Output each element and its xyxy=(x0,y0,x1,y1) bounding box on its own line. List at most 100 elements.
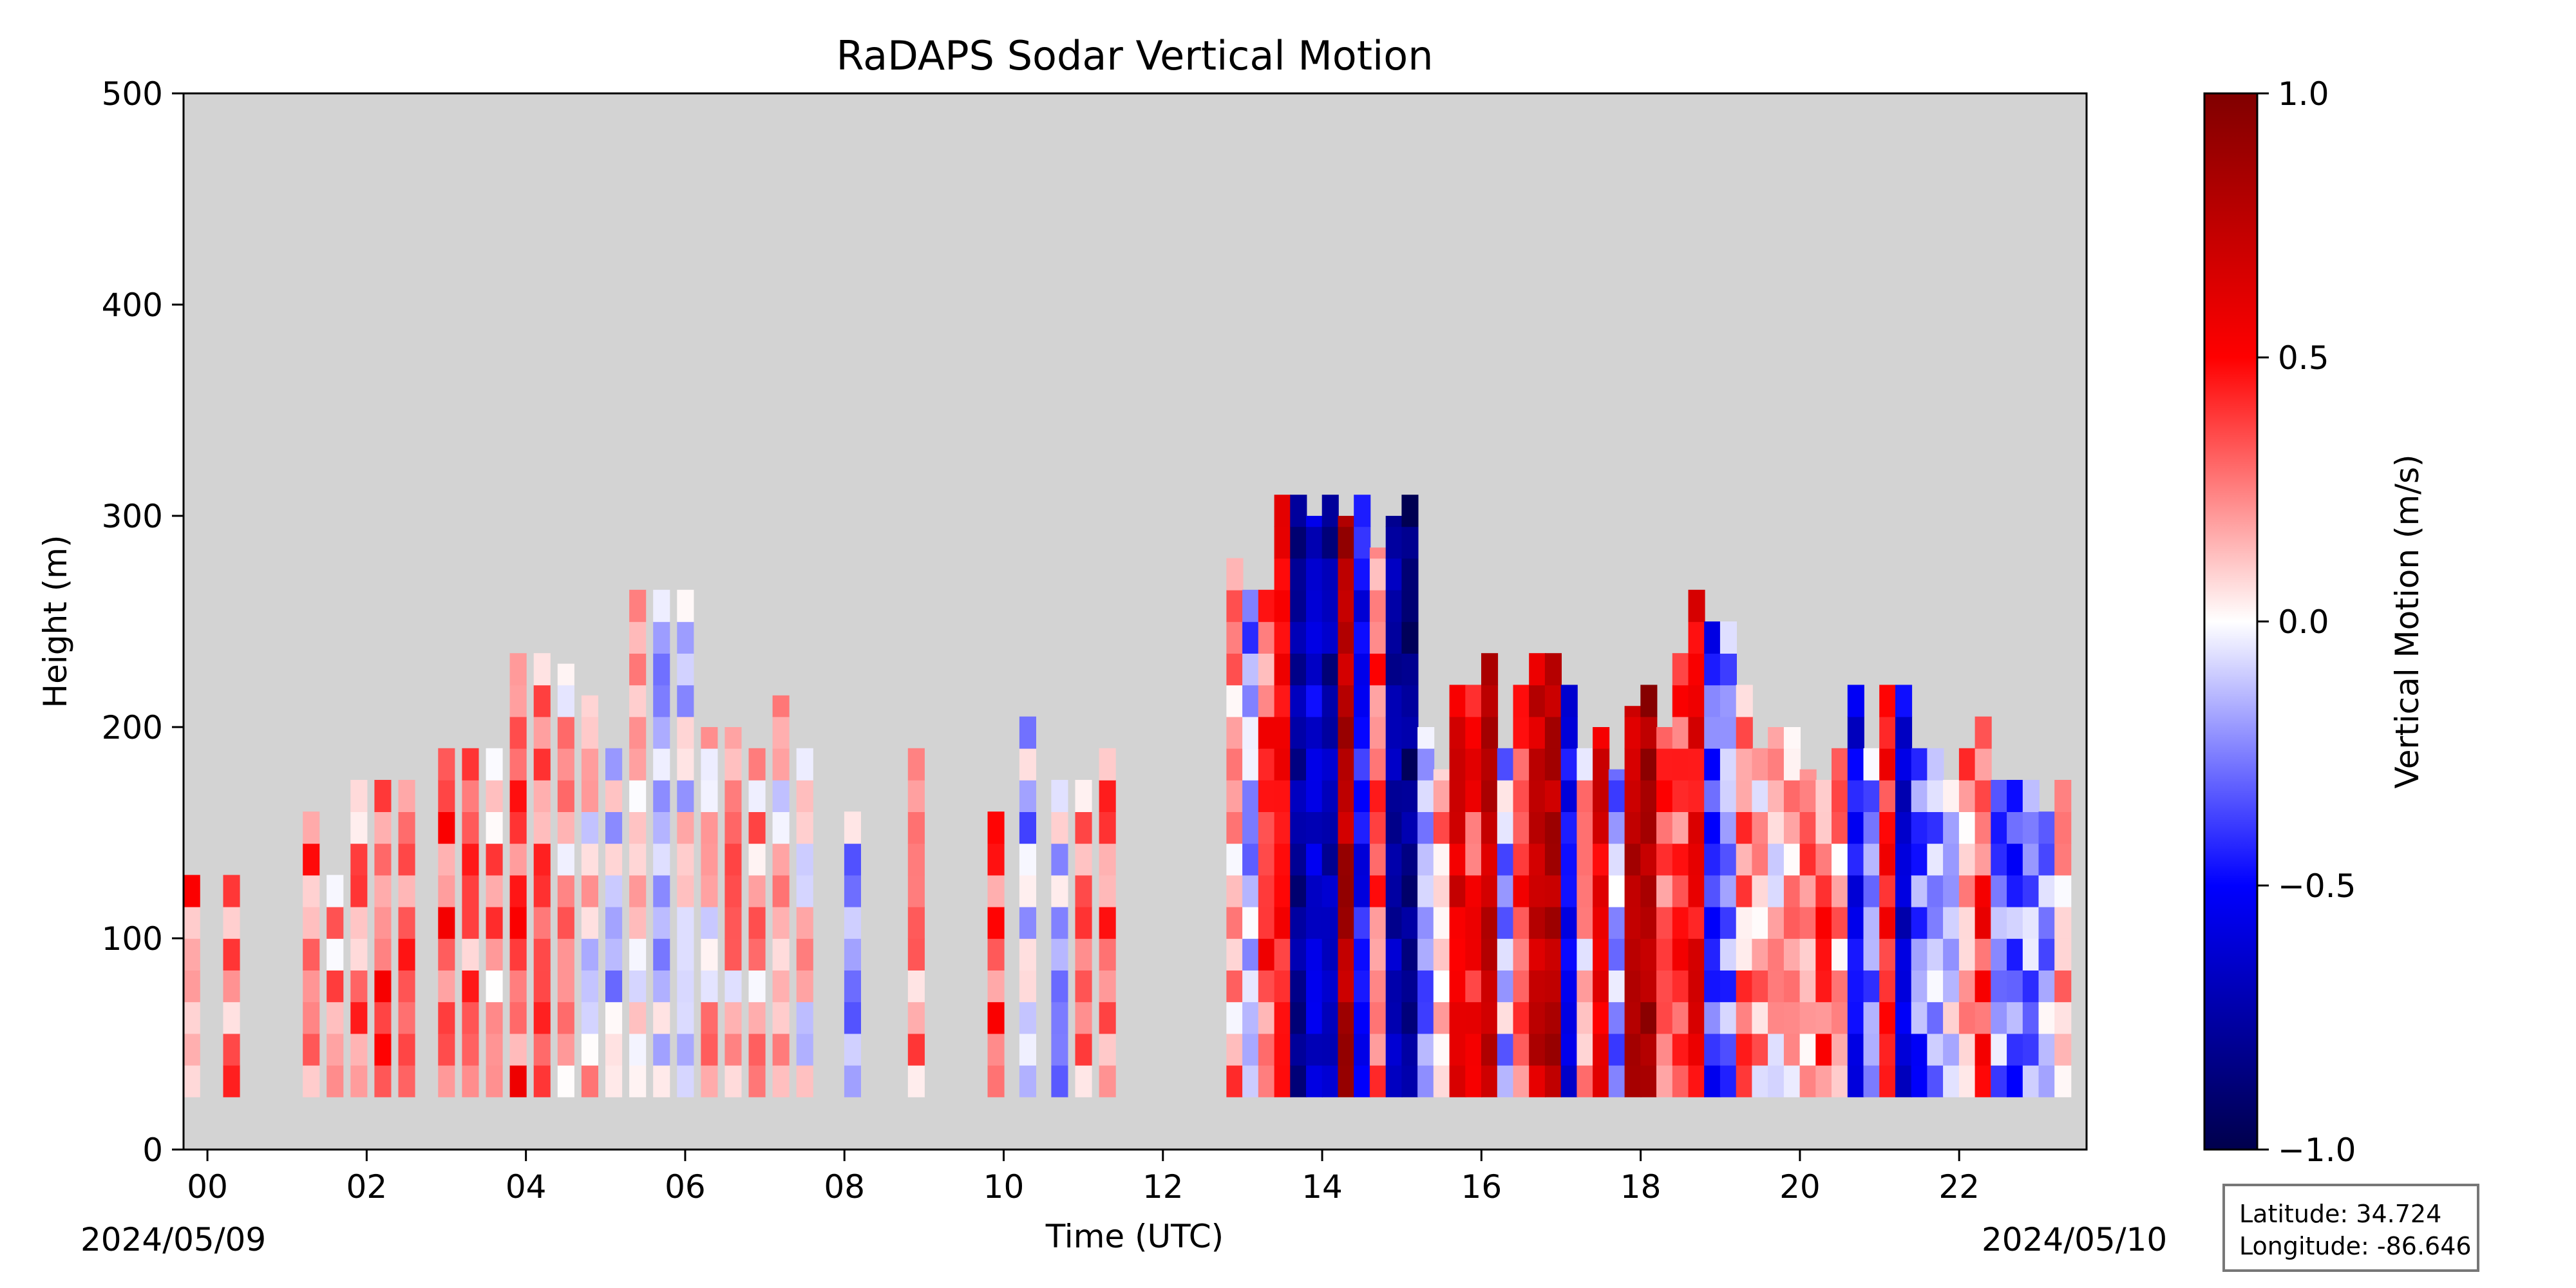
motion-cell xyxy=(1258,685,1275,717)
motion-cell xyxy=(1321,811,1339,844)
motion-cell xyxy=(1640,811,1658,844)
motion-cell xyxy=(1943,1065,1960,1097)
motion-cell xyxy=(1529,653,1546,686)
motion-cell xyxy=(1306,1033,1323,1066)
motion-cell xyxy=(1752,970,1769,1003)
motion-cell xyxy=(653,843,670,876)
motion-cell xyxy=(1481,1065,1499,1097)
motion-cell xyxy=(1417,875,1435,907)
motion-cell xyxy=(1593,1001,1610,1034)
motion-cell xyxy=(1481,875,1499,907)
motion-cell xyxy=(1736,811,1753,844)
motion-cell xyxy=(1099,811,1116,844)
y-axis: 0 100 200 300 400 500 xyxy=(102,75,184,1169)
motion-cell xyxy=(1401,589,1419,622)
motion-cell xyxy=(1497,970,1514,1003)
motion-cell xyxy=(1449,716,1466,749)
motion-cell xyxy=(1911,970,1928,1003)
motion-cell xyxy=(1385,685,1403,717)
motion-cell xyxy=(1656,727,1674,749)
motion-cell xyxy=(1099,780,1116,812)
motion-cell xyxy=(533,970,551,1003)
motion-cell xyxy=(1975,811,1992,844)
motion-cell xyxy=(1051,938,1068,971)
motion-cell xyxy=(1417,780,1435,812)
profile-column xyxy=(1099,748,1116,1097)
motion-cell xyxy=(1449,875,1466,907)
x-tick-label: 18 xyxy=(1620,1168,1662,1206)
motion-cell xyxy=(1958,938,1976,971)
motion-cell xyxy=(1401,621,1419,654)
profile-column xyxy=(1354,495,1371,1097)
motion-cell xyxy=(462,811,479,844)
motion-cell xyxy=(1688,938,1705,971)
motion-cell xyxy=(1704,970,1721,1003)
motion-cell xyxy=(1465,875,1482,907)
motion-cell xyxy=(533,843,551,876)
motion-cell xyxy=(1752,1065,1769,1097)
motion-cell xyxy=(1799,811,1817,844)
colorbar-tick-label: 0.0 xyxy=(2278,603,2329,641)
motion-cell xyxy=(1242,938,1260,971)
motion-cell xyxy=(1449,938,1466,971)
motion-cell xyxy=(844,1001,861,1034)
profile-column xyxy=(1672,653,1689,1097)
motion-cell xyxy=(1354,589,1371,622)
motion-cell xyxy=(701,938,718,971)
colorbar-tick-label: −0.5 xyxy=(2278,867,2356,905)
motion-cell xyxy=(1075,875,1092,907)
motion-cell xyxy=(1385,621,1403,654)
motion-cell xyxy=(1624,780,1642,812)
motion-cell xyxy=(1338,589,1355,622)
motion-cell xyxy=(1075,1001,1092,1034)
profile-column xyxy=(1258,589,1275,1097)
motion-cell xyxy=(1338,1001,1355,1034)
motion-cell xyxy=(327,1033,344,1066)
motion-cell xyxy=(653,685,670,717)
motion-cell xyxy=(1321,526,1339,559)
motion-cell xyxy=(724,727,742,749)
motion-cell xyxy=(1608,1033,1625,1066)
motion-cell xyxy=(509,938,527,971)
motion-cell xyxy=(1369,547,1387,559)
motion-cell xyxy=(724,970,742,1003)
motion-cell xyxy=(1242,685,1260,717)
motion-cell xyxy=(1911,811,1928,844)
motion-cell xyxy=(1863,748,1880,781)
motion-cell xyxy=(1656,1065,1674,1097)
motion-cell xyxy=(557,1001,574,1034)
motion-cell xyxy=(907,1033,925,1066)
motion-cell xyxy=(653,906,670,939)
motion-cell xyxy=(1274,621,1291,654)
motion-cell xyxy=(701,906,718,939)
motion-cell xyxy=(1879,748,1897,781)
motion-cell xyxy=(327,1001,344,1034)
profile-column xyxy=(1863,748,1880,1097)
motion-cell xyxy=(509,716,527,749)
profile-column xyxy=(1608,769,1625,1097)
motion-cell xyxy=(677,621,694,654)
motion-cell xyxy=(653,938,670,971)
motion-cell xyxy=(223,875,240,907)
motion-cell xyxy=(1975,780,1992,812)
motion-cell xyxy=(1832,970,1849,1003)
motion-cell xyxy=(701,780,718,812)
motion-cell xyxy=(1258,906,1275,939)
end-date-label: 2024/05/10 xyxy=(1982,1221,2167,1258)
motion-cell xyxy=(1258,621,1275,654)
motion-cell xyxy=(1799,1033,1817,1066)
motion-cell xyxy=(1385,970,1403,1003)
motion-cell xyxy=(1752,843,1769,876)
motion-cell xyxy=(1736,780,1753,812)
profile-column xyxy=(1560,685,1578,1097)
motion-cell xyxy=(533,1065,551,1097)
motion-cell xyxy=(1975,843,1992,876)
motion-cell xyxy=(533,938,551,971)
motion-cell xyxy=(1465,1001,1482,1034)
motion-cell xyxy=(1369,843,1387,876)
motion-cell xyxy=(1354,558,1371,591)
motion-cell xyxy=(1274,906,1291,939)
motion-cell xyxy=(1385,716,1403,749)
motion-cell xyxy=(1290,1033,1307,1066)
motion-cell xyxy=(1465,685,1482,717)
